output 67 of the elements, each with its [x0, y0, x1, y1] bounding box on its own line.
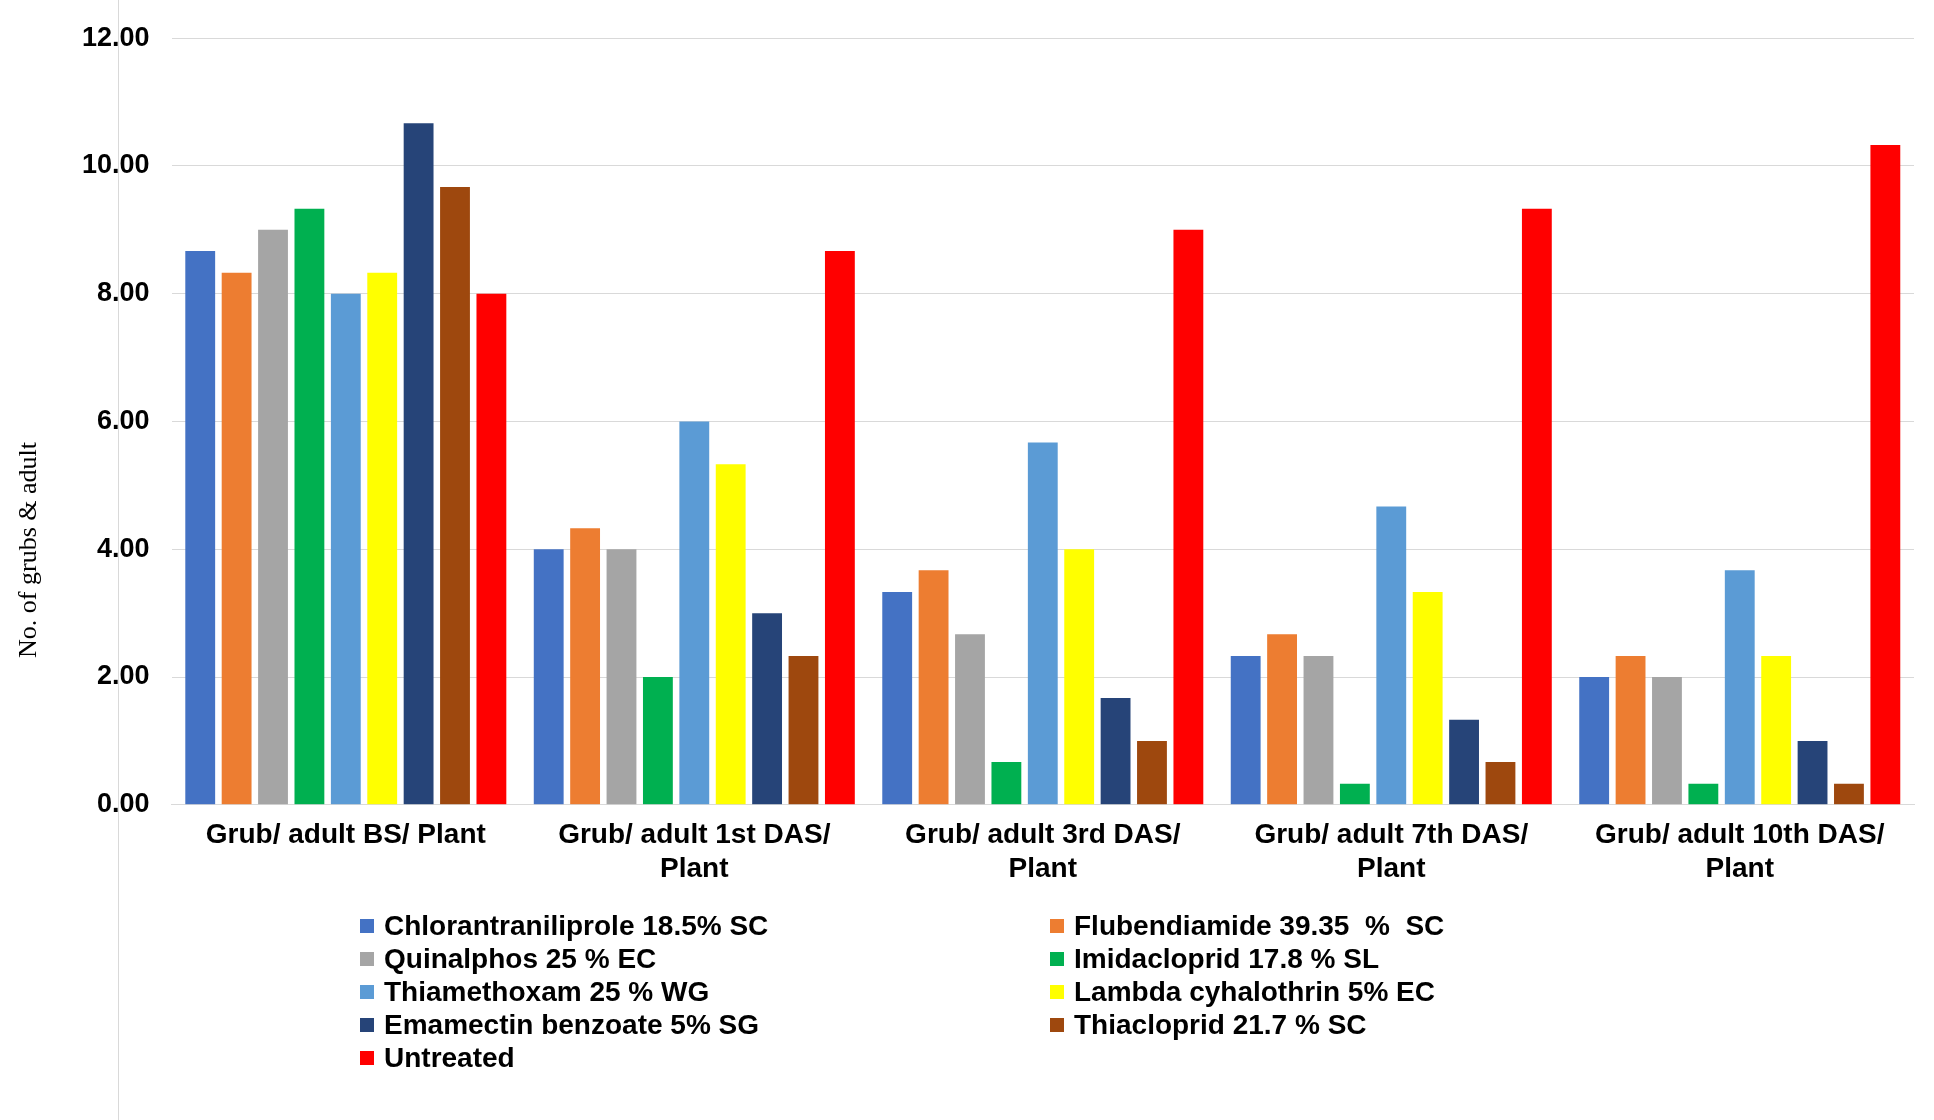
x-tick-label: Grub/ adult 10th DAS/ Plant: [1595, 818, 1885, 883]
legend-label: Flubendiamide 39.35 % SC: [1074, 909, 1445, 942]
x-tick-label: Grub/ adult 1st DAS/ Plant: [558, 818, 831, 883]
bar: [1449, 719, 1479, 805]
bar: [1376, 506, 1407, 805]
bar: [221, 272, 252, 805]
legend-label: Thiamethoxam 25 % WG: [384, 975, 710, 1008]
x-tick-label: Grub/ adult BS/ Plant: [205, 818, 486, 850]
bar: [1688, 783, 1719, 805]
bar: [788, 655, 819, 805]
bar: [185, 250, 216, 805]
legend-label: Untreated: [384, 1041, 515, 1074]
y-axis-title: No. of grubs & adult: [13, 442, 43, 658]
legend-label: Chlorantraniliprole 18.5% SC: [384, 909, 769, 942]
bar: [1797, 740, 1828, 805]
bar: [403, 123, 434, 805]
bar: [955, 634, 985, 805]
legend-label: Thiacloprid 21.7 % SC: [1074, 1008, 1367, 1041]
bar: [882, 592, 913, 805]
y-tick-label: 2.00: [97, 660, 150, 691]
bar: [1579, 677, 1610, 805]
y-tick-label: 8.00: [97, 277, 150, 308]
bar: [533, 549, 564, 805]
bar: [1267, 634, 1297, 805]
bar: [1834, 783, 1864, 805]
legend-label: Quinalphos 25 % EC: [384, 942, 657, 975]
legend-label: Imidacloprid 17.8 % SL: [1074, 942, 1379, 975]
bar: [570, 528, 601, 805]
bar: [715, 464, 746, 805]
bar: [1412, 592, 1443, 805]
bar: [824, 250, 855, 805]
bar: [1230, 655, 1261, 805]
bar: [367, 272, 398, 805]
bar: [440, 187, 470, 805]
bar: [752, 613, 783, 805]
bar: [330, 293, 361, 805]
bar: [1521, 208, 1552, 805]
bar: [1137, 740, 1167, 805]
bar: [606, 549, 637, 805]
y-tick-label: 4.00: [97, 532, 150, 563]
bar: [1652, 677, 1682, 805]
y-tick-label: 6.00: [97, 404, 150, 435]
bar: [642, 677, 673, 805]
legend-label: Lambda cyhalothrin 5% EC: [1074, 975, 1435, 1008]
bar: [1064, 549, 1095, 805]
y-tick-label: 0.00: [97, 788, 150, 819]
bar: [1303, 655, 1334, 805]
bar: [1870, 144, 1901, 805]
bar: [991, 762, 1022, 805]
x-tick-label: Grub/ adult 7th DAS/ Plant: [1254, 818, 1529, 883]
bar: [258, 229, 288, 805]
bar: [918, 570, 949, 805]
y-tick-label: 12.00: [81, 21, 150, 52]
bar: [1339, 783, 1370, 805]
bar: [1027, 442, 1058, 805]
bar: [1485, 762, 1516, 805]
x-tick-label: Grub/ adult 3rd DAS/ Plant: [905, 818, 1181, 883]
y-tick-label: 10.00: [81, 149, 150, 180]
bar: [1100, 698, 1131, 805]
legend-label: Emamectin benzoate 5% SG: [384, 1008, 760, 1041]
bar: [1173, 229, 1204, 805]
bar: [1761, 655, 1792, 805]
bar: [1724, 570, 1755, 805]
bar: [679, 421, 710, 805]
bar: [1615, 655, 1646, 805]
bar: [294, 208, 325, 805]
bar: [476, 293, 507, 805]
